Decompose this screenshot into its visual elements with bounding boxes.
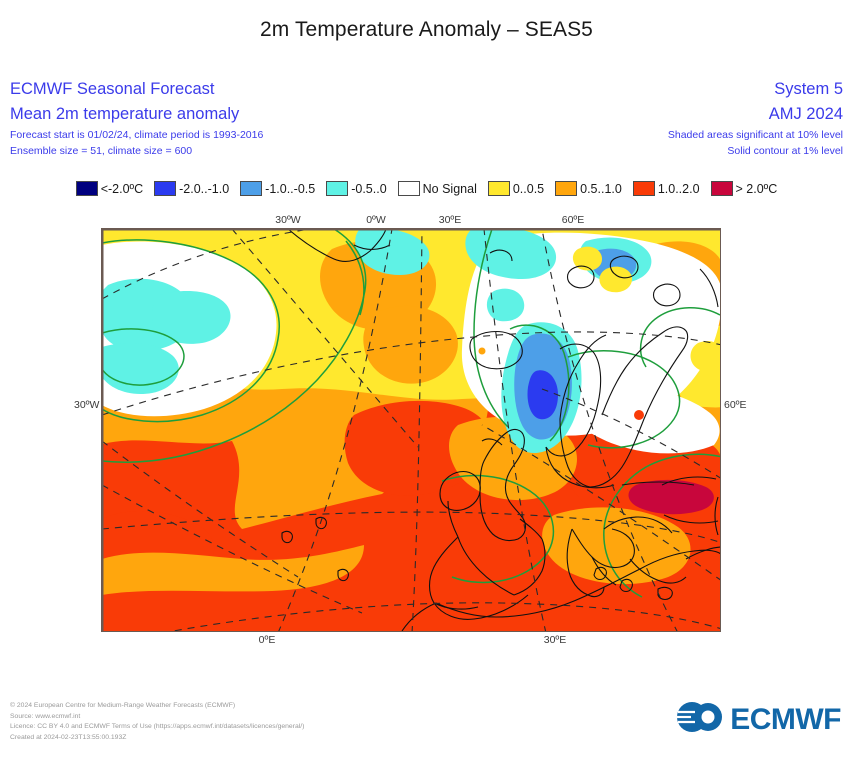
- legend-label: -0.5..0: [351, 181, 387, 196]
- legend-swatch: [632, 181, 655, 196]
- legend-swatch: [397, 181, 420, 196]
- legend-label: > 2.0ºC: [735, 181, 778, 196]
- ecmwf-logo: ECMWF: [675, 700, 841, 739]
- legend-swatch: [75, 181, 98, 196]
- legend-swatch: [710, 181, 733, 196]
- page-title: 2m Temperature Anomaly – SEAS5: [260, 18, 593, 41]
- header-contour-note: Solid contour at 1% level: [727, 145, 843, 157]
- ecmwf-globe-icon: [675, 700, 727, 739]
- legend-label: No Signal: [422, 181, 477, 196]
- legend-label: -2.0..-1.0: [179, 181, 230, 196]
- footer-credits: © 2024 European Centre for Medium-Range …: [10, 701, 304, 743]
- header-ensemble-size: Ensemble size = 51, climate size = 600: [10, 145, 193, 157]
- legend-swatch: [326, 181, 349, 196]
- legend-label: 1.0..2.0: [657, 181, 700, 196]
- footer-source: Source: www.ecmwf.int: [10, 712, 81, 720]
- ecmwf-logo-text: ECMWF: [730, 702, 841, 736]
- legend-label: -1.0..-0.5: [265, 181, 316, 196]
- legend-item: No Signal: [397, 181, 477, 196]
- map-top-label: 30ºW: [275, 214, 301, 226]
- legend-item: -2.0..-1.0: [154, 181, 229, 196]
- header-system: System 5: [774, 80, 843, 98]
- header-left: ECMWF Seasonal Forecast Mean 2m temperat…: [10, 77, 263, 159]
- legend-label: <-2.0ºC: [100, 181, 144, 196]
- map-bottom-label: 30ºE: [543, 634, 567, 646]
- footer-copyright: © 2024 European Centre for Medium-Range …: [10, 702, 236, 709]
- header-right: System 5 AMJ 2024 Shaded areas significa…: [668, 77, 843, 159]
- map-container: [101, 228, 721, 632]
- anomaly-map: [102, 229, 720, 631]
- map-frame: [101, 228, 721, 632]
- legend-item: -0.5..0: [326, 181, 387, 196]
- legend-item: 0.5..1.0: [555, 181, 622, 196]
- legend-item: <-2.0ºC: [75, 181, 144, 196]
- legend-item: -1.0..-0.5: [240, 181, 315, 196]
- footer-created: Created at 2024-02-23T13:55:00.193Z: [10, 733, 127, 741]
- header-period: AMJ 2024: [768, 105, 843, 123]
- color-legend: <-2.0ºC -2.0..-1.0 -1.0..-0.5 -0.5..0 No Sig…: [0, 181, 853, 196]
- legend-label: 0.5..1.0: [580, 181, 622, 196]
- legend-swatch: [240, 181, 263, 196]
- header-forecast-start: Forecast start is 01/02/24, climate peri…: [10, 129, 264, 141]
- legend-swatch: [555, 181, 578, 196]
- map-right-label: 60ºE: [724, 399, 747, 411]
- legend-swatch: [487, 181, 510, 196]
- legend-label: 0..0.5: [512, 181, 545, 196]
- map-left-label: 30ºW: [74, 399, 100, 411]
- footer-licence: Licence: CC BY 4.0 and ECMWF Terms of Us…: [10, 723, 305, 731]
- header-significance-note: Shaded areas significant at 10% level: [667, 129, 843, 141]
- legend-item: 0..0.5: [487, 181, 545, 196]
- header-left-line2: Mean 2m temperature anomaly: [10, 105, 240, 123]
- legend-item: 1.0..2.0: [632, 181, 700, 196]
- map-bottom-label: 0ºE: [258, 634, 276, 646]
- legend-swatch: [154, 181, 177, 196]
- map-top-label: 0ºW: [366, 214, 386, 226]
- legend-item: > 2.0ºC: [710, 181, 778, 196]
- header-left-line1: ECMWF Seasonal Forecast: [10, 80, 215, 98]
- map-top-label: 60ºE: [561, 214, 585, 226]
- map-top-label: 30ºE: [438, 214, 462, 226]
